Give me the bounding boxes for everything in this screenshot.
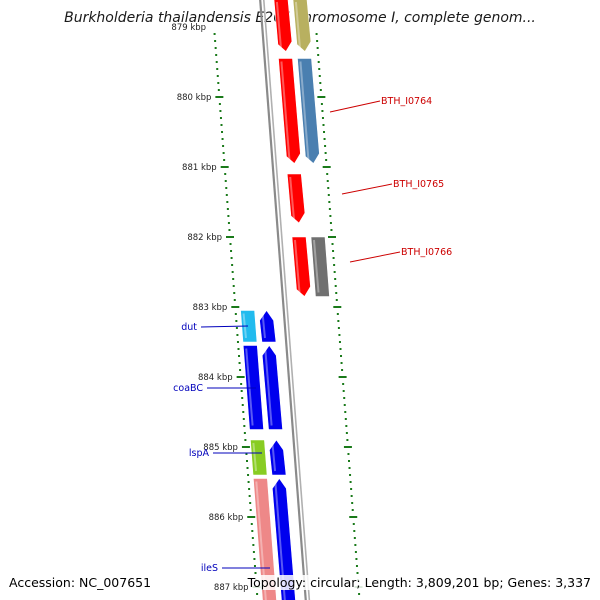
kbp-label: 884 kbp xyxy=(198,373,233,383)
kbp-label: 883 kbp xyxy=(193,303,228,313)
leader-line xyxy=(329,100,381,113)
feature-highlight xyxy=(261,313,266,339)
feature-highlight xyxy=(289,176,295,220)
feature-highlight xyxy=(271,442,277,472)
backbone-line xyxy=(262,0,311,600)
red-cds[interactable] xyxy=(286,173,306,224)
kbp-label: 880 kbp xyxy=(177,93,212,103)
topology-summary: Topology: circular; Length: 3,809,201 bp… xyxy=(247,575,591,590)
gray-cds[interactable] xyxy=(310,236,330,297)
gene-label[interactable]: BTH_I0764 xyxy=(381,96,432,107)
feature-highlight xyxy=(294,1,301,48)
feature-highlight xyxy=(280,61,291,160)
ticks-layer xyxy=(213,33,363,595)
blue-cds[interactable] xyxy=(272,477,296,600)
gene-label[interactable]: dut xyxy=(181,322,197,333)
feature-highlight xyxy=(252,442,258,472)
features-layer xyxy=(240,0,330,600)
red-cds[interactable] xyxy=(273,0,293,52)
kbp-label: 881 kbp xyxy=(182,163,217,173)
gene-label[interactable]: ileS xyxy=(201,563,218,574)
olivegreen-cds[interactable] xyxy=(250,439,268,476)
leader-line xyxy=(341,183,393,195)
backbone-line xyxy=(259,0,307,600)
feature-highlight xyxy=(293,239,301,293)
lightblue-cds[interactable] xyxy=(240,310,258,343)
steelblue-cds[interactable] xyxy=(297,58,320,164)
gene-label[interactable]: lspA xyxy=(189,448,210,459)
kbp-label: 882 kbp xyxy=(187,233,222,243)
feature-highlight xyxy=(312,239,320,293)
kbp-label: 887 kbp xyxy=(214,583,249,593)
blue-cds[interactable] xyxy=(259,309,277,343)
feature-highlight xyxy=(264,348,273,426)
gene-label[interactable]: BTH_I0765 xyxy=(393,179,444,190)
feature-highlight xyxy=(245,348,254,426)
blue-cds[interactable] xyxy=(269,439,287,476)
kbp-label: 879 kbp xyxy=(171,23,206,33)
feature-highlight xyxy=(275,1,282,48)
backbone-layer xyxy=(259,0,311,600)
leader-line xyxy=(349,251,401,263)
kbp-label: 886 kbp xyxy=(209,513,244,523)
labels-layer: 879 kbp 880 kbp 881 kbp 882 kbp 883 kbp 884 k… xyxy=(171,23,452,593)
gene-label[interactable]: coaBC xyxy=(173,383,203,394)
red-cds[interactable] xyxy=(291,236,311,297)
accession-text: Accession: NC_007651 xyxy=(9,575,152,590)
gene-label[interactable]: BTH_I0766 xyxy=(401,247,452,258)
leader-line xyxy=(200,325,249,328)
blue-cds[interactable] xyxy=(261,344,283,430)
kbp-label: 885 kbp xyxy=(203,443,238,453)
olive-cds[interactable] xyxy=(292,0,312,52)
red-cds[interactable] xyxy=(278,58,301,164)
feature-highlight xyxy=(299,61,310,160)
pink-cds[interactable] xyxy=(252,478,277,600)
